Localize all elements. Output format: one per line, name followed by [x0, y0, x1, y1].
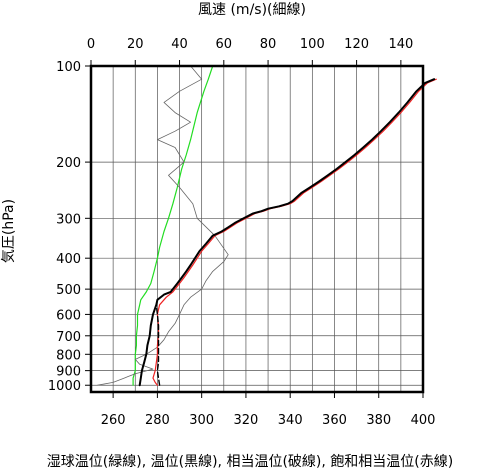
top-axis-tick-label: 60	[216, 37, 233, 52]
bottom-axis-tick-label: 320	[234, 413, 259, 428]
series-saturated-equivalent-potential-temperature	[152, 78, 437, 386]
series-equivalent-potential-temperature	[155, 304, 161, 386]
top-axis-tick-label: 40	[171, 37, 188, 52]
plot-frame	[89, 64, 425, 394]
y-axis-tick-label: 200	[56, 156, 81, 171]
top-axis-tick-label: 140	[388, 37, 413, 52]
y-axis-tick-label: 900	[56, 365, 81, 380]
top-axis-tick-label: 0	[87, 37, 95, 52]
y-axis-tick-label: 100	[56, 60, 81, 75]
ticks: 0 20 40 60 80 100 120 140 260 280 300 320 340 360 380 4…	[48, 37, 436, 428]
bottom-axis-tick-label: 360	[322, 413, 347, 428]
bottom-axis-tick-label: 300	[189, 413, 214, 428]
top-axis-tick-label: 120	[344, 37, 369, 52]
y-axis-tick-label: 500	[56, 283, 81, 298]
y-axis-tick-label: 400	[56, 252, 81, 267]
bottom-axis-tick-label: 400	[411, 413, 436, 428]
y-axis-tick-label: 700	[56, 330, 81, 345]
bottom-axis-tick-label: 380	[366, 413, 391, 428]
series-wind-speed	[97, 65, 229, 386]
y-axis-tick-label: 1000	[48, 379, 81, 394]
y-axis-tick-label: 600	[56, 308, 81, 323]
series-potential-temperature	[138, 78, 436, 387]
top-axis-tick-label: 100	[300, 37, 325, 52]
top-axis-tick-label: 20	[127, 37, 144, 52]
bottom-axis-tick-label: 340	[278, 413, 303, 428]
grid	[91, 66, 423, 392]
y-axis-title: 気圧(hPa)	[1, 199, 17, 263]
y-axis-tick-label: 800	[56, 348, 81, 363]
bottom-axis-tick-label: 260	[101, 413, 126, 428]
series-group	[97, 65, 437, 387]
bottom-axis-title: 湿球温位(緑線), 温位(黒線), 相当温位(破線), 飽和相当温位(赤線)	[47, 453, 453, 470]
y-axis-tick-label: 300	[56, 212, 81, 227]
series-wet-bulb-potential-temperature	[132, 65, 214, 386]
bottom-axis-tick-label: 280	[145, 413, 170, 428]
top-axis-tick-label: 80	[260, 37, 277, 52]
top-axis-title: 風速 (m/s)(細線)	[198, 2, 306, 18]
